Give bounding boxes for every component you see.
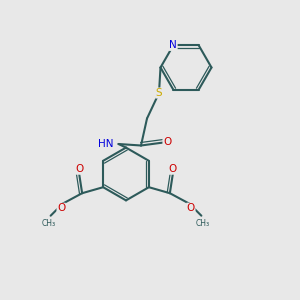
- Text: HN: HN: [98, 139, 113, 149]
- Text: O: O: [187, 203, 195, 213]
- Text: O: O: [57, 203, 65, 213]
- Text: N: N: [169, 40, 177, 50]
- Text: CH₃: CH₃: [196, 219, 210, 228]
- Text: CH₃: CH₃: [42, 219, 56, 228]
- Text: O: O: [169, 164, 177, 174]
- Text: S: S: [156, 88, 162, 98]
- Text: O: O: [75, 164, 83, 174]
- Text: O: O: [163, 137, 171, 148]
